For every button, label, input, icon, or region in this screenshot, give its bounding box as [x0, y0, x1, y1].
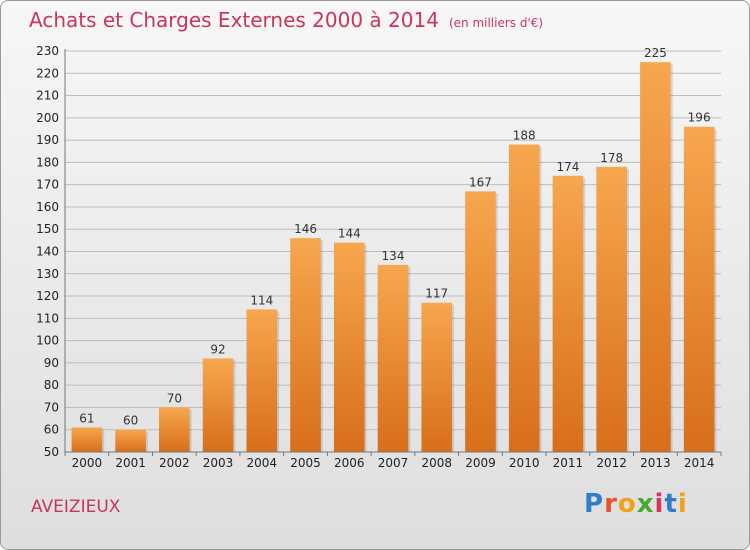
- bar-2009: [465, 191, 496, 452]
- y-tick-label: 220: [36, 66, 59, 80]
- x-tick-label: 2013: [640, 456, 671, 470]
- x-tick-label: 2012: [596, 456, 627, 470]
- y-tick-label: 80: [44, 378, 59, 392]
- x-tick-label: 2014: [684, 456, 715, 470]
- y-tick-label: 190: [36, 133, 59, 147]
- value-label: 167: [469, 175, 492, 189]
- x-tick-label: 2006: [334, 456, 365, 470]
- y-tick-label: 150: [36, 222, 59, 236]
- logo-letter: x: [636, 489, 655, 519]
- bar-2004: [246, 309, 278, 452]
- value-label: 196: [688, 111, 711, 125]
- proxiti-logo[interactable]: Proxiti: [584, 489, 694, 523]
- y-tick-label: 130: [36, 267, 59, 281]
- value-label: 188: [513, 129, 536, 143]
- y-tick-label: 180: [36, 155, 59, 169]
- x-tick-label: 2004: [247, 456, 278, 470]
- value-label: 92: [210, 342, 225, 356]
- value-label: 60: [123, 414, 138, 428]
- y-tick-label: 50: [44, 445, 59, 459]
- commune-name: AVEIZIEUX: [31, 497, 121, 517]
- x-tick-label: 2008: [421, 456, 452, 470]
- axes: 50 60 70 80 90 100 110 120 130 140 150 160 170 180 190…: [36, 44, 722, 470]
- logo-letter: t: [664, 489, 678, 519]
- value-label: 117: [425, 287, 448, 301]
- chart-title: Achats et Charges Externes 2000 à 2014 (e…: [29, 8, 543, 32]
- value-label: 61: [79, 411, 94, 425]
- y-tick-label: 170: [36, 178, 59, 192]
- chart-title-text: Achats et Charges Externes 2000 à 2014: [29, 8, 439, 32]
- bar-2002: [159, 407, 190, 452]
- y-tick-label: 230: [36, 44, 59, 58]
- value-label: 144: [338, 227, 361, 241]
- y-tick-label: 140: [36, 245, 59, 259]
- x-tick-label: 2005: [290, 456, 321, 470]
- value-label: 70: [167, 391, 182, 405]
- y-tick-label: 70: [44, 400, 59, 414]
- y-tick-label: 120: [36, 289, 59, 303]
- logo-letter: i: [654, 489, 665, 519]
- bar-2006: [333, 242, 365, 452]
- y-tick-label: 160: [36, 200, 59, 214]
- bar-2014: [683, 126, 715, 452]
- x-tick-label: 2009: [465, 456, 496, 470]
- x-tick-label: 2007: [378, 456, 409, 470]
- bar-2005: [290, 238, 321, 452]
- bar-2012: [596, 166, 627, 452]
- x-tick-label: 2010: [509, 456, 540, 470]
- x-tick-label: 2002: [159, 456, 190, 470]
- value-label: 178: [600, 151, 623, 165]
- value-label: 114: [250, 293, 273, 307]
- bar-2000: [71, 427, 103, 452]
- y-tick-label: 110: [36, 311, 59, 325]
- x-tick-label: 2001: [115, 456, 146, 470]
- y-tick-label: 60: [44, 423, 59, 437]
- y-tick-label: 100: [36, 334, 59, 348]
- chart-unit: (en milliers d'€): [448, 16, 544, 30]
- bar-2010: [508, 144, 540, 453]
- bar-2013: [640, 62, 671, 453]
- bars: 61 60 70 92 114 146 144 134 117 167 188 174 178 225 19…: [71, 46, 717, 453]
- x-tick-label: 2000: [72, 456, 103, 470]
- value-label: 146: [294, 222, 317, 236]
- y-tick-label: 210: [36, 89, 59, 103]
- logo-letter: P: [584, 489, 605, 519]
- logo-letter: r: [604, 489, 618, 519]
- bar-2007: [377, 264, 409, 452]
- bar-2008: [421, 302, 453, 452]
- value-label: 174: [556, 160, 579, 174]
- logo-letter: i: [677, 489, 688, 519]
- bar-2001: [115, 429, 146, 452]
- bar-2011: [552, 175, 584, 452]
- y-tick-label: 90: [44, 356, 59, 370]
- bar-2003: [202, 358, 234, 452]
- x-tick-label: 2011: [553, 456, 584, 470]
- logo-letter: o: [617, 489, 637, 519]
- value-label: 134: [382, 249, 405, 263]
- x-tick-label: 2003: [203, 456, 234, 470]
- y-tick-label: 200: [36, 111, 59, 125]
- value-label: 225: [644, 46, 667, 60]
